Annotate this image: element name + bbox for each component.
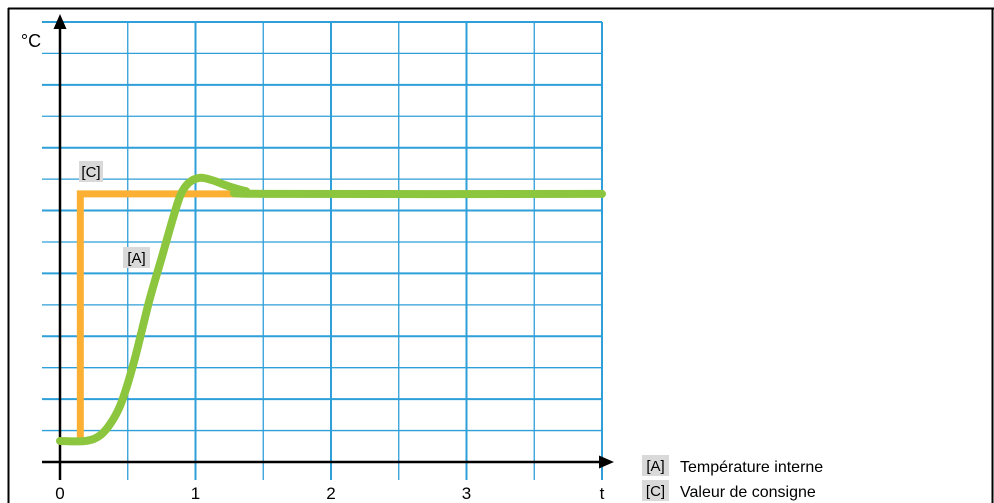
legend-label: Valeur de consigne	[680, 484, 816, 501]
annotation-tag-c: [C]	[79, 161, 103, 182]
legend-tag-text: [C]	[646, 483, 665, 500]
annotation-tag-a-text: [A]	[127, 250, 145, 267]
annotation-tag-a-box	[123, 247, 150, 268]
x-tick-label: 2	[326, 484, 335, 503]
legend-tag: [A]	[642, 455, 669, 476]
y-axis-arrow	[53, 14, 67, 29]
legend-tag: [C]	[642, 480, 669, 501]
legend-label: Température interne	[680, 459, 823, 476]
series-line-a	[56, 173, 606, 446]
legend-tag-box	[642, 480, 669, 501]
legend-entry: [A] Température interne	[642, 455, 823, 476]
annotation-tag-c-box	[79, 161, 103, 182]
legend-tag-box	[642, 455, 669, 476]
series	[56, 173, 606, 446]
annotation-tag-a: [A]	[123, 247, 150, 268]
y-axis-label: °C	[21, 31, 41, 51]
legend-tag-text: [A]	[646, 458, 664, 475]
x-tick-label: 1	[191, 484, 200, 503]
frame	[7, 7, 994, 503]
x-axis-arrow	[599, 455, 614, 469]
legend: [A] Température interne [C] Valeur de consi…	[642, 455, 823, 501]
annotation-tag-c-text: [C]	[81, 164, 100, 181]
axes	[42, 14, 614, 480]
legend-entry: [C] Valeur de consigne	[642, 480, 816, 501]
x-tick-label: 3	[462, 484, 471, 503]
x-axis-label: t	[600, 484, 605, 503]
x-tick-label: 0	[55, 484, 64, 503]
